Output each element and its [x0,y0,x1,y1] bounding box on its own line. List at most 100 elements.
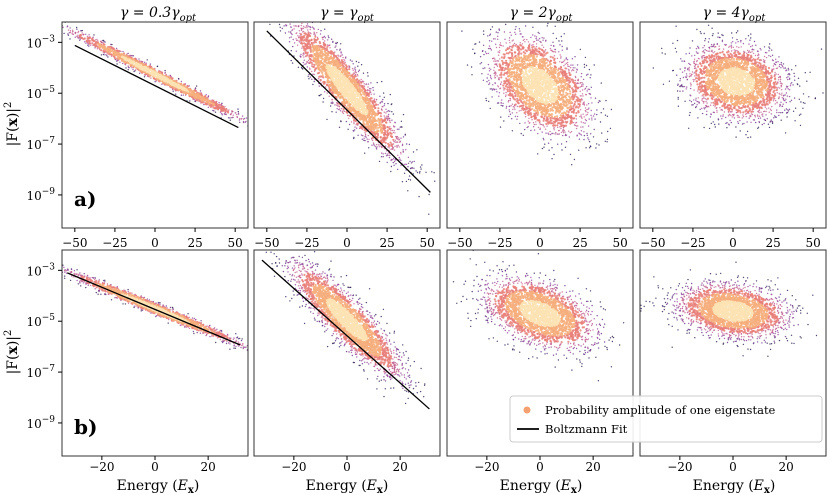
scatter-point [332,41,334,43]
scatter-point [203,98,206,101]
scatter-point [580,116,583,118]
scatter-point [164,69,166,72]
scatter-point [564,63,566,65]
scatter-point [319,33,322,35]
scatter-point [491,88,493,90]
scatter-point [373,144,375,146]
scatter-point [376,81,378,84]
scatter-point [314,32,316,34]
scatter-point [93,34,95,36]
scatter-point [416,171,419,174]
scatter-point [561,45,563,48]
scatter-point [180,80,183,83]
scatter-point [507,52,510,55]
scatter-point [231,111,233,113]
scatter-point [516,97,519,100]
scatter-point [311,63,314,66]
scatter-point [370,93,372,96]
scatter-point [54,22,55,23]
scatter-point [497,32,499,34]
scatter-point [405,163,408,166]
scatter-point [553,153,555,156]
scatter-point [307,25,309,27]
scatter-point [409,179,412,181]
scatter-point [33,11,34,12]
scatter-point [411,161,414,163]
scatter-point [556,57,559,60]
scatter-point [495,31,497,33]
scatter-point [300,33,303,36]
x-tick-label: 0 [151,236,159,250]
scatter-point [401,144,404,147]
scatter-point [563,59,566,61]
scatter-point [492,84,494,86]
scatter-point [300,53,302,56]
scatter-point [530,36,532,39]
scatter-point [308,40,311,43]
scatter-point [571,58,574,60]
scatter-point [356,127,358,129]
scatter-point [127,66,130,68]
scatter-point [600,82,602,84]
scatter-point [351,60,353,62]
scatter-point [593,64,595,66]
scatter-point [535,37,537,40]
scatter-point [336,108,338,110]
scatter-point [347,128,349,130]
scatter-point [386,153,388,155]
scatter-point [325,86,327,88]
scatter-point [543,146,545,148]
scatter-point [520,109,522,112]
scatter-point [304,50,307,53]
scatter-point [194,89,197,93]
scatter-point [336,104,338,106]
scatter-point [579,115,581,118]
scatter-point [539,53,542,57]
scatter-point [378,124,381,127]
scatter-point [585,111,587,113]
scatter-point [559,126,561,128]
scatter-point [510,89,513,92]
scatter-point [554,124,557,127]
scatter-point [595,147,597,149]
scatter-point [519,42,521,44]
scatter-point [288,41,291,43]
scatter-point [321,74,324,77]
scatter-point [379,95,381,98]
scatter-point [282,1,283,2]
scatter-point [294,25,297,27]
scatter-point [493,66,495,69]
scatter-point [498,76,500,79]
scatter-point [559,66,562,69]
scatter-point [106,48,109,51]
scatter-point [311,78,313,81]
scatter-point [585,86,588,88]
scatter-point [104,41,106,43]
scatter-point [354,120,357,123]
scatter-point [511,103,514,105]
scatter-point [348,108,351,111]
scatter-point [542,119,545,122]
scatter-point [298,13,299,14]
scatter-point [519,33,521,35]
scatter-point [333,54,336,58]
scatter-point [472,48,474,50]
scatter-point [111,49,114,53]
scatter-point [488,100,490,103]
scatter-point [487,73,489,76]
scatter-point [562,134,564,137]
scatter-point [590,86,592,89]
column-title-3: γ = 2γopt [510,5,574,24]
scatter-point [517,102,520,105]
scatter-point [494,60,497,62]
scatter-point [558,129,560,132]
scatter-point [109,50,112,53]
scatter-point [339,55,342,58]
scatter-point [364,133,367,135]
scatter-point [301,42,304,45]
scatter-point [573,122,575,124]
scatter-point [535,123,537,126]
scatter-point [551,50,554,52]
scatter-point [371,139,374,142]
scatter-point [394,139,396,141]
